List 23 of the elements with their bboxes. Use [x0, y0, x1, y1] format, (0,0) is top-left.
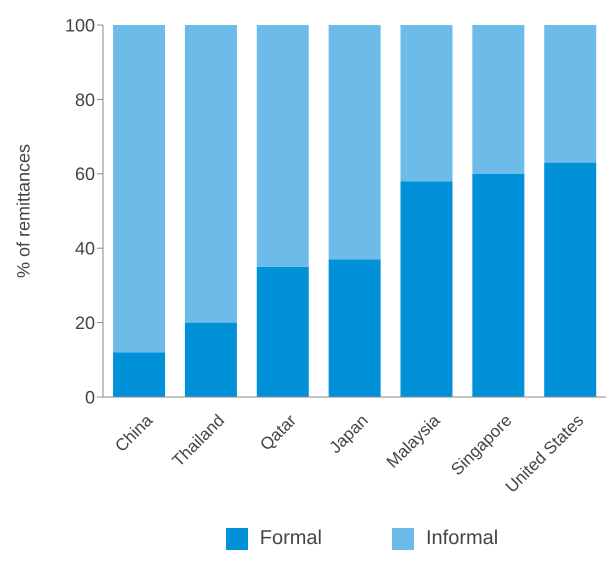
y-tick-label: 20: [74, 312, 95, 333]
y-tick-label: 100: [64, 15, 95, 36]
bar: [400, 181, 452, 397]
y-tick-label: 40: [74, 238, 95, 259]
bar: [400, 25, 452, 182]
bar: [328, 25, 381, 260]
legend-label: Formal: [260, 527, 322, 549]
bar: [544, 25, 596, 163]
bar: [113, 25, 166, 352]
bar: [256, 266, 309, 397]
legend-label: Informal: [426, 527, 498, 549]
y-tick-label: 0: [84, 387, 95, 408]
bar: [256, 25, 309, 267]
bar: [472, 25, 524, 174]
y-tick-label: 80: [74, 90, 95, 110]
bar: [184, 322, 237, 397]
bar: [113, 352, 166, 397]
bar: [544, 162, 596, 397]
bar: [472, 174, 524, 397]
bar: [328, 259, 381, 397]
bar: [184, 25, 237, 323]
y-axis-title: % of remittances: [13, 144, 34, 278]
y-tick-label: 60: [74, 164, 95, 184]
